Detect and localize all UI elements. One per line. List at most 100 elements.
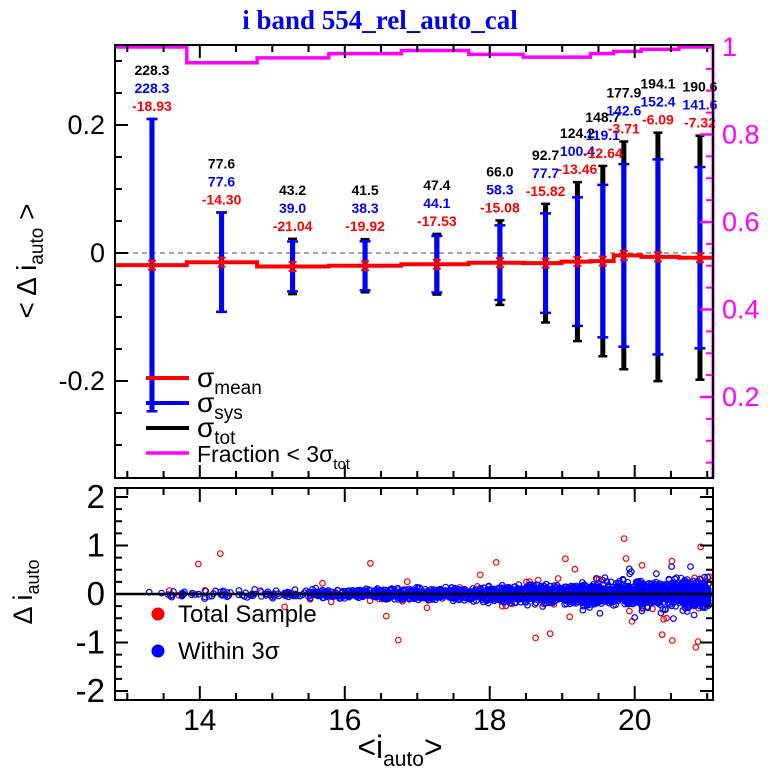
top-panel-axes: 0.2 0 -0.2 (58, 45, 709, 478)
legend-item-fraction: Fraction < 3σtot (146, 441, 351, 473)
bin-label-sigma-tot: 43.2 (279, 182, 306, 198)
x-tick-label: 18 (473, 704, 506, 737)
scatter-point (586, 601, 593, 609)
bin-label-sigma-sys: 228.3 (134, 80, 169, 96)
bin-label-mean: -15.08 (480, 199, 520, 215)
scatter-point (656, 601, 664, 608)
axis-titles: < Δ iauto > Δ iauto <iauto> (8, 204, 443, 771)
scatter-point (305, 589, 312, 596)
scatter-point (505, 585, 513, 593)
scatter-point (669, 637, 676, 644)
scatter-point (518, 591, 525, 599)
bin-label-mean: -13.46 (558, 161, 598, 177)
scatter-point (592, 599, 600, 607)
scatter-point (552, 583, 559, 591)
top-panel: 228.3 228.3 -18.93 77.6 77.6 -14.30 43.2 39.0 -2… (58, 32, 760, 479)
scatter-point (401, 592, 409, 599)
scatter-point (453, 589, 461, 597)
bin-label-sigma-tot: 194.1 (640, 76, 675, 92)
legend-label: σsys (197, 387, 243, 424)
scatter-point (652, 578, 660, 586)
scatter-point (506, 597, 514, 605)
bin-label-sigma-tot: 124.2 (560, 125, 595, 141)
scatter-point (422, 592, 430, 599)
bin-label-sigma-sys: 142.6 (606, 103, 641, 119)
scatter-point (657, 609, 665, 617)
scatter-point (631, 585, 638, 592)
scatter-point (394, 636, 402, 644)
scatter-point (690, 611, 698, 619)
scatter-point (216, 550, 224, 557)
scatter-point (644, 595, 651, 603)
scatter-point (571, 565, 579, 573)
bin-label-sigma-sys: 58.3 (486, 181, 513, 197)
bin-label-sigma-sys: 77.7 (532, 165, 559, 181)
scatter-point (615, 584, 622, 592)
legend-label: Fraction < 3σtot (197, 441, 351, 473)
x-axis-title: <iauto> (357, 729, 442, 771)
bin-label-sigma-sys: 44.1 (423, 195, 450, 211)
scatter-point (443, 592, 450, 599)
legend-item-total-sample: Total Sample (151, 601, 317, 628)
bin-label-mean: -3.71 (608, 121, 640, 137)
y-tick-label: 2 (87, 478, 105, 515)
fraction-step-line (115, 45, 713, 65)
scatter-point (579, 606, 587, 614)
scatter-point (659, 605, 667, 613)
bin-label-mean: -19.92 (345, 218, 385, 234)
scatter-point (423, 604, 431, 612)
scatter-point (697, 543, 705, 551)
scatter-point (476, 571, 484, 579)
y-tick-label: -1 (76, 624, 105, 661)
scatter-point (492, 559, 500, 566)
scatter-point (694, 585, 702, 593)
scatter-point (545, 592, 552, 599)
scatter-point (692, 644, 700, 651)
scatter-point (178, 591, 186, 599)
legend-item-sigma-sys: σsys (146, 387, 243, 424)
x-tick-label: 14 (183, 704, 216, 737)
bin-label-mean: -14.30 (202, 191, 242, 207)
scatter-point (531, 600, 539, 608)
bin-label-sigma-tot: 148.7 (585, 109, 620, 125)
legend-marker (151, 607, 165, 621)
scatter-point (573, 596, 580, 604)
scatter-point (660, 581, 668, 589)
y-tick-label: 0 (90, 238, 105, 268)
scatter-point (668, 563, 675, 570)
scatter-point (687, 563, 694, 570)
mean-step-line (115, 249, 713, 272)
scatter-point (703, 595, 711, 602)
scatter-point (533, 581, 541, 589)
bin-label-sigma-tot: 92.7 (532, 147, 559, 163)
scatter-point (281, 603, 289, 611)
fraction-tick-label: 0.6 (722, 207, 760, 237)
y-tick-label: -2 (76, 672, 105, 709)
scatter-point (639, 599, 647, 607)
scatter-point (660, 615, 667, 623)
scatter-point (524, 601, 531, 609)
scatter-point (582, 583, 590, 590)
scatter-point (607, 598, 615, 606)
scatter-point (566, 595, 574, 602)
scatter-point (639, 584, 647, 592)
scatter-point (638, 607, 646, 615)
bin-label-sigma-tot: 66.0 (486, 163, 513, 179)
scatter-point (677, 574, 685, 582)
bin-label-sigma-sys: 152.4 (640, 94, 675, 110)
scatter-point (638, 561, 646, 569)
scatter-point (562, 555, 569, 563)
bin-label-sigma-tot: 228.3 (134, 62, 169, 78)
scatter-point (662, 606, 669, 614)
scatter-point (437, 585, 444, 593)
scatter-point (652, 570, 660, 578)
top-panel-border (114, 44, 714, 479)
bin-label-sigma-sys: 77.6 (208, 173, 235, 189)
scatter-point (416, 584, 424, 592)
bottom-panel-border (114, 487, 714, 701)
scatter-point (554, 575, 562, 582)
scatter-point (626, 607, 633, 615)
y-tick-label: 0.2 (67, 110, 105, 140)
